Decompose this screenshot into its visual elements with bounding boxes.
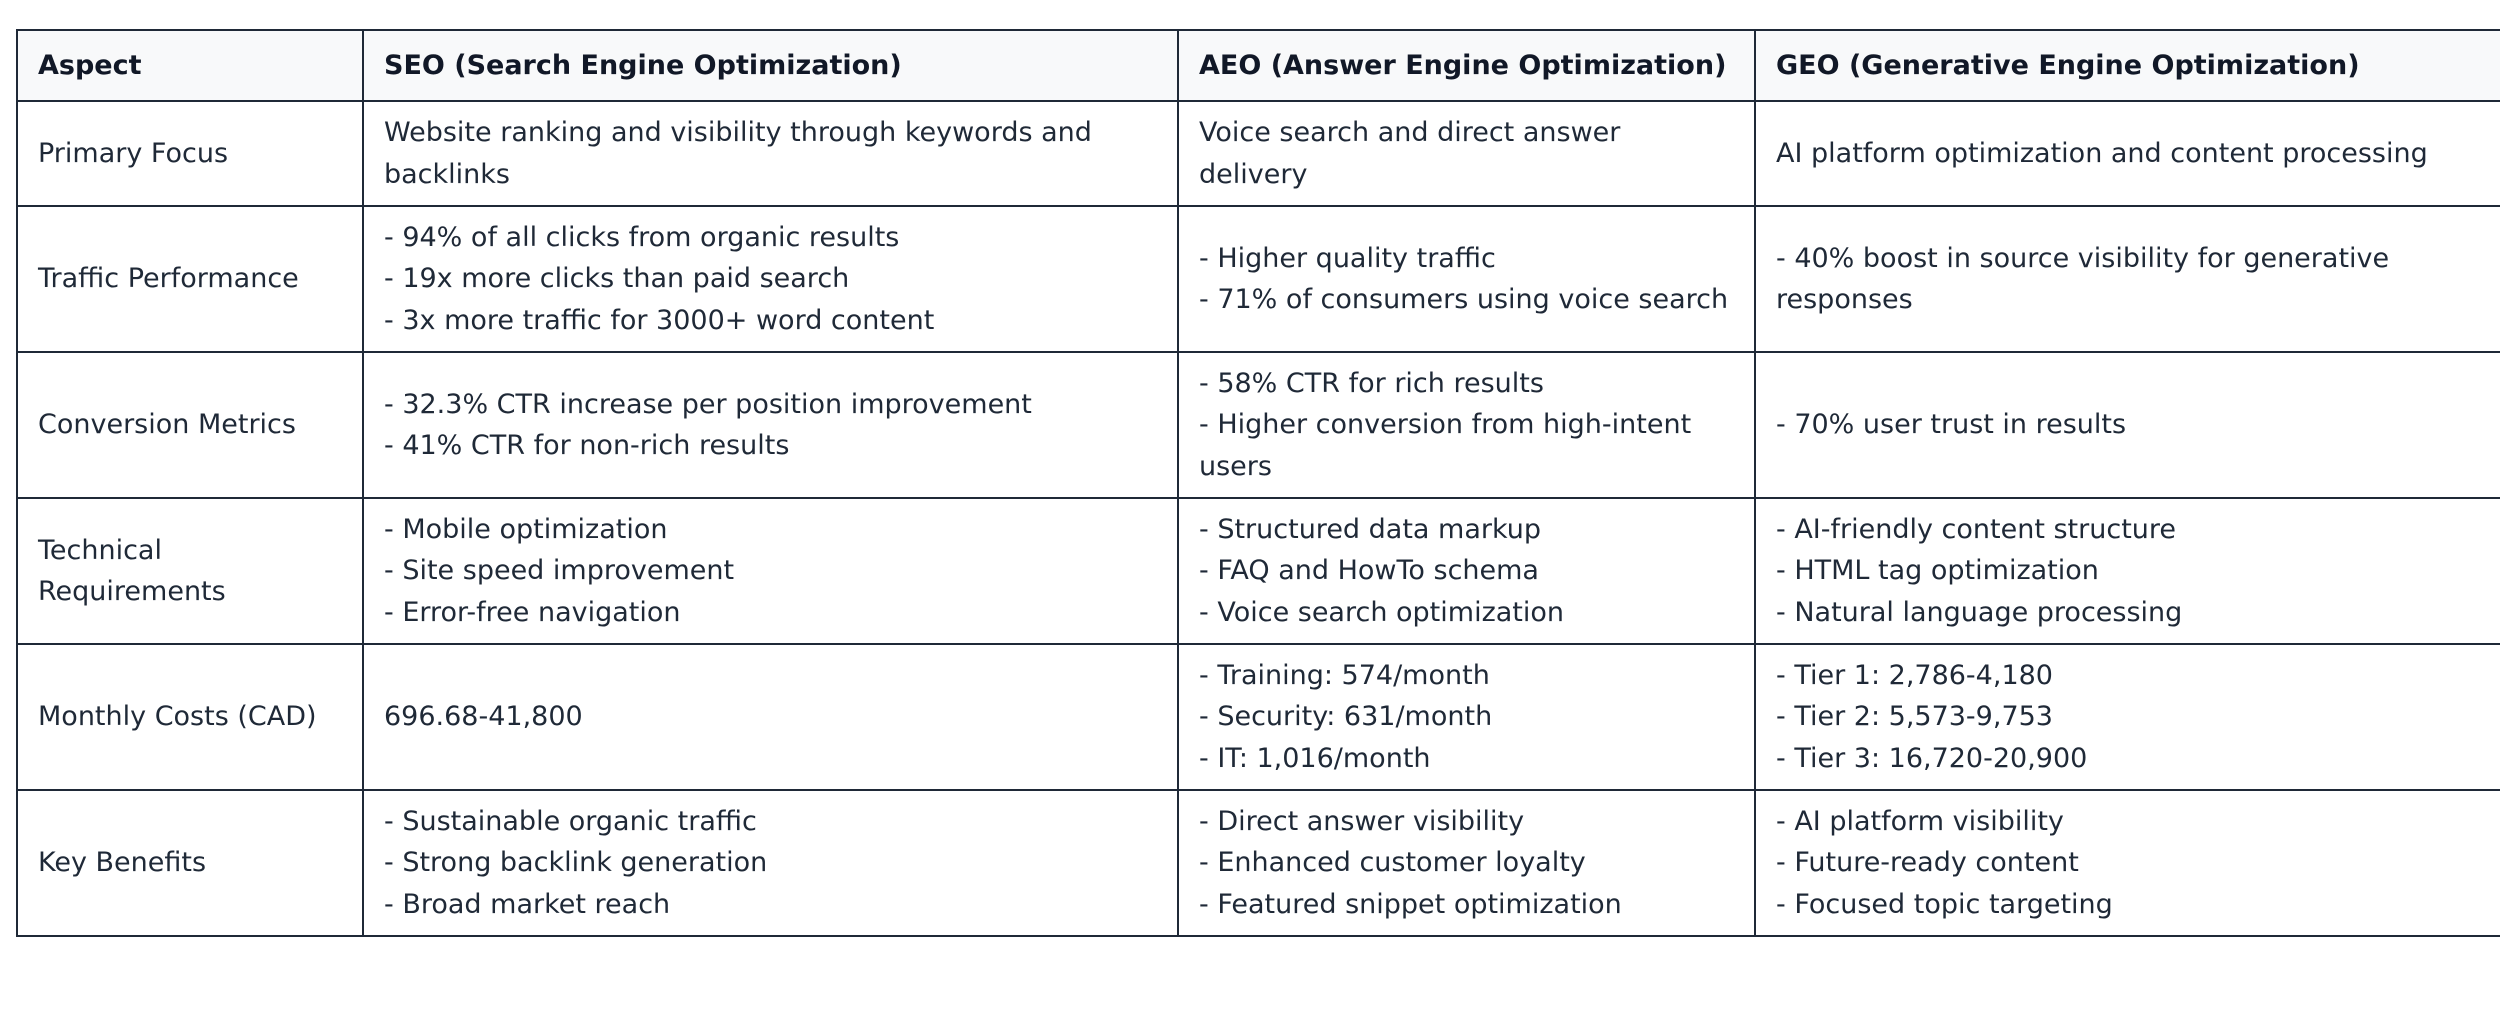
cell-line: - 32.3% CTR increase per position improv… xyxy=(384,388,1032,420)
cell-line: - Security: 631/month xyxy=(1199,701,1493,733)
cell-line: - Higher quality traffic xyxy=(1199,242,1496,274)
cell-aspect: Conversion Metrics xyxy=(16,351,364,499)
cell-geo: - 40% boost in source visibility for gen… xyxy=(1754,205,2500,353)
cell-line: - IT: 1,016/month xyxy=(1199,742,1431,774)
cell-line: - Error-free navigation xyxy=(384,596,681,628)
table-row: Key Benefits - Sustainable organic traff… xyxy=(16,789,2500,937)
cell-aspect: Technical Requirements xyxy=(16,497,364,645)
cell-line: - FAQ and HowTo schema xyxy=(1199,555,1539,587)
cell-line: - AI platform visibility xyxy=(1776,805,2064,837)
cell-geo: - 70% user trust in results xyxy=(1754,351,2500,499)
cell-line: - 3x more traffic for 3000+ word content xyxy=(384,304,935,336)
cell-aeo: - Training: 574/month - Security: 631/mo… xyxy=(1177,643,1756,791)
table-row: Primary Focus Website ranking and visibi… xyxy=(16,100,2500,207)
cell-aeo: - Direct answer visibility - Enhanced cu… xyxy=(1177,789,1756,937)
cell-aeo: - Structured data markup - FAQ and HowTo… xyxy=(1177,497,1756,645)
cell-line: - Focused topic targeting xyxy=(1776,888,2113,920)
cell-line: - 58% CTR for rich results xyxy=(1199,367,1544,399)
header-aeo: AEO (Answer Engine Optimization) xyxy=(1177,29,1756,102)
cell-line: - 71% of consumers using voice search xyxy=(1199,284,1729,315)
cell-line: - Structured data markup xyxy=(1199,513,1542,545)
cell-line: - Voice search optimization xyxy=(1199,596,1565,628)
cell-line: - HTML tag optimization xyxy=(1776,555,2099,587)
cell-seo: - 94% of all clicks from organic results… xyxy=(362,205,1179,353)
comparison-table: Aspect SEO (Search Engine Optimization) … xyxy=(16,29,2500,937)
cell-aspect: Key Benefits xyxy=(16,789,364,937)
header-geo: GEO (Generative Engine Optimization) xyxy=(1754,29,2500,102)
table-row: Technical Requirements - Mobile optimiza… xyxy=(16,497,2500,645)
cell-line: - 41% CTR for non-rich results xyxy=(384,430,790,461)
cell-line: Website ranking and visibility through k… xyxy=(384,117,1092,190)
cell-aeo: - 58% CTR for rich results - Higher conv… xyxy=(1177,351,1756,499)
header-aspect: Aspect xyxy=(16,29,364,102)
cell-aspect: Traffic Performance xyxy=(16,205,364,353)
cell-geo: - Tier 1: 2,786-4,180 - Tier 2: 5,573-9,… xyxy=(1754,643,2500,791)
cell-geo: - AI platform visibility - Future-ready … xyxy=(1754,789,2500,937)
cell-line: - Tier 1: 2,786-4,180 xyxy=(1776,659,2053,691)
cell-line: - Strong backlink generation xyxy=(384,847,768,879)
cell-line: - Tier 2: 5,573-9,753 xyxy=(1776,701,2053,733)
cell-line: - Sustainable organic traffic xyxy=(384,805,757,837)
cell-aeo: - Higher quality traffic - 71% of consum… xyxy=(1177,205,1756,353)
cell-line: AI platform optimization and content pro… xyxy=(1776,137,2428,169)
cell-line: - Broad market reach xyxy=(384,888,671,920)
cell-line: - Mobile optimization xyxy=(384,513,668,545)
cell-line: - Natural language processing xyxy=(1776,596,2183,628)
table-row: Monthly Costs (CAD) 696.68-41,800 - Trai… xyxy=(16,643,2500,791)
cell-line: - Direct answer visibility xyxy=(1199,805,1525,837)
cell-line: Voice search and direct answer delivery xyxy=(1199,117,1621,190)
cell-line: - Tier 3: 16,720-20,900 xyxy=(1776,742,2088,774)
cell-seo: Website ranking and visibility through k… xyxy=(362,100,1179,207)
cell-geo: AI platform optimization and content pro… xyxy=(1754,100,2500,207)
table-row: Conversion Metrics - 32.3% CTR increase … xyxy=(16,351,2500,499)
cell-line: - 70% user trust in results xyxy=(1776,409,2127,441)
cell-line: - Higher conversion from high-intent use… xyxy=(1199,409,1692,482)
cell-line: - Site speed improvement xyxy=(384,555,735,587)
header-seo: SEO (Search Engine Optimization) xyxy=(362,29,1179,102)
cell-line: - Enhanced customer loyalty xyxy=(1199,847,1586,879)
cell-aeo: Voice search and direct answer delivery xyxy=(1177,100,1756,207)
cell-line: - Featured snippet optimization xyxy=(1199,888,1622,920)
comparison-table-container: Aspect SEO (Search Engine Optimization) … xyxy=(16,29,2500,937)
cell-line: - Future-ready content xyxy=(1776,847,2079,879)
cell-line: - Training: 574/month xyxy=(1199,659,1490,691)
cell-line: - 40% boost in source visibility for gen… xyxy=(1776,242,2390,316)
cell-line: - 94% of all clicks from organic results xyxy=(384,221,900,253)
cell-seo: - Mobile optimization - Site speed impro… xyxy=(362,497,1179,645)
cell-line: - 19x more clicks than paid search xyxy=(384,263,850,295)
cell-geo: - AI-friendly content structure - HTML t… xyxy=(1754,497,2500,645)
table-row: Traffic Performance - 94% of all clicks … xyxy=(16,205,2500,353)
table-header-row: Aspect SEO (Search Engine Optimization) … xyxy=(16,29,2500,102)
cell-line: 696.68-41,800 xyxy=(384,701,583,733)
cell-seo: - 32.3% CTR increase per position improv… xyxy=(362,351,1179,499)
cell-seo: 696.68-41,800 xyxy=(362,643,1179,791)
cell-seo: - Sustainable organic traffic - Strong b… xyxy=(362,789,1179,937)
cell-line: - AI-friendly content structure xyxy=(1776,513,2177,545)
cell-aspect: Primary Focus xyxy=(16,100,364,207)
cell-aspect: Monthly Costs (CAD) xyxy=(16,643,364,791)
